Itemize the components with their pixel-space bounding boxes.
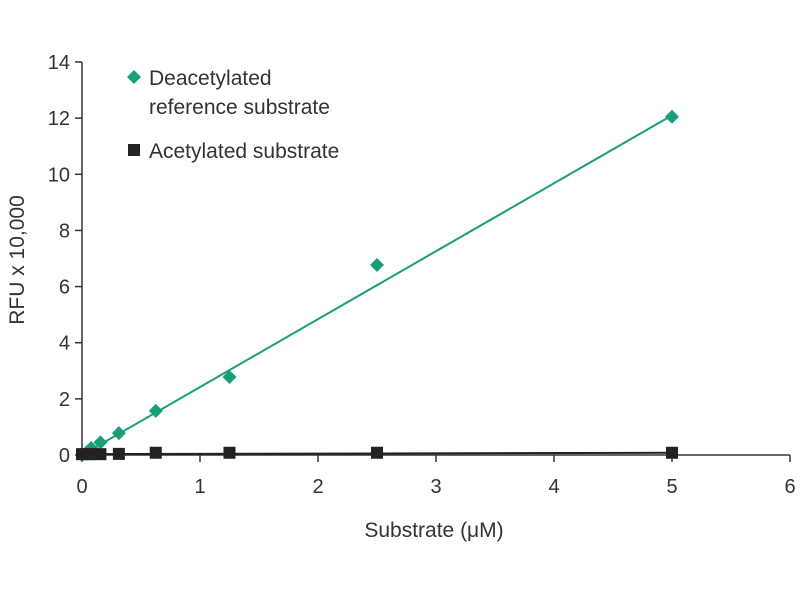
y-tick-label: 12 (48, 108, 70, 130)
x-tick-label: 1 (194, 476, 205, 498)
y-tick-label: 4 (59, 333, 70, 355)
y-tick-label: 14 (48, 52, 70, 74)
data-point (111, 426, 126, 441)
data-point (148, 403, 163, 418)
x-tick-label: 6 (784, 476, 795, 498)
data-point (112, 447, 125, 460)
y-axis-label: RFU x 10,000 (6, 195, 29, 325)
x-tick-label: 4 (548, 476, 559, 498)
data-point (85, 448, 98, 461)
data-point (666, 446, 678, 459)
legend-label: Acetylated substrate (149, 140, 339, 163)
legend-label: Deacetylated (149, 67, 272, 90)
y-tick-label: 2 (59, 389, 70, 411)
legend-marker (127, 70, 141, 84)
x-tick-label: 5 (666, 476, 677, 498)
legend-marker (128, 144, 140, 156)
data-point (149, 446, 162, 459)
trendline-deacetylated (81, 114, 673, 456)
x-tick-label: 2 (312, 476, 323, 498)
y-tick-label: 6 (59, 277, 70, 299)
data-point (94, 448, 107, 461)
legend-label: reference substrate (149, 96, 330, 119)
y-tick-label: 10 (48, 164, 70, 186)
data-point (222, 369, 237, 384)
y-tick-label: 0 (59, 445, 70, 467)
data-point (371, 446, 383, 459)
data-point (93, 435, 108, 450)
data-point (370, 257, 384, 272)
x-tick-label: 0 (76, 476, 87, 498)
x-axis-label: Substrate (μM) (364, 519, 503, 542)
data-point (223, 446, 236, 459)
data-point (665, 109, 679, 124)
x-tick-label: 3 (430, 476, 441, 498)
y-tick-label: 8 (59, 220, 70, 242)
